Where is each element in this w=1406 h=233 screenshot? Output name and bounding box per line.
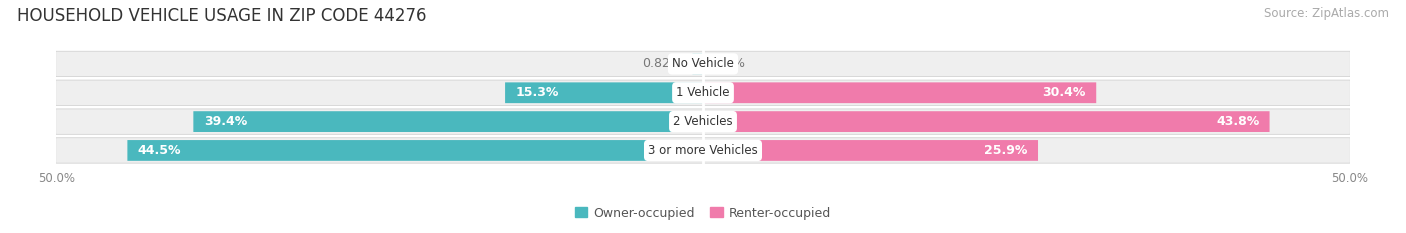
FancyBboxPatch shape [703, 82, 1097, 103]
FancyBboxPatch shape [56, 51, 1350, 77]
Text: 1 Vehicle: 1 Vehicle [676, 86, 730, 99]
FancyBboxPatch shape [194, 111, 703, 132]
Text: 25.9%: 25.9% [984, 144, 1028, 157]
Text: 0.82%: 0.82% [643, 57, 682, 70]
Text: 3 or more Vehicles: 3 or more Vehicles [648, 144, 758, 157]
Text: 44.5%: 44.5% [138, 144, 181, 157]
Text: 39.4%: 39.4% [204, 115, 247, 128]
Text: 2 Vehicles: 2 Vehicles [673, 115, 733, 128]
FancyBboxPatch shape [56, 80, 1350, 106]
Text: 15.3%: 15.3% [516, 86, 558, 99]
FancyBboxPatch shape [128, 140, 703, 161]
Text: HOUSEHOLD VEHICLE USAGE IN ZIP CODE 44276: HOUSEHOLD VEHICLE USAGE IN ZIP CODE 4427… [17, 7, 426, 25]
Text: Source: ZipAtlas.com: Source: ZipAtlas.com [1264, 7, 1389, 20]
Text: No Vehicle: No Vehicle [672, 57, 734, 70]
FancyBboxPatch shape [56, 138, 1350, 163]
FancyBboxPatch shape [703, 140, 1038, 161]
FancyBboxPatch shape [56, 109, 1350, 134]
FancyBboxPatch shape [703, 111, 1270, 132]
Text: 30.4%: 30.4% [1042, 86, 1085, 99]
Legend: Owner-occupied, Renter-occupied: Owner-occupied, Renter-occupied [569, 202, 837, 225]
FancyBboxPatch shape [692, 54, 703, 74]
Text: 43.8%: 43.8% [1216, 115, 1260, 128]
Text: 0.0%: 0.0% [713, 57, 745, 70]
FancyBboxPatch shape [505, 82, 703, 103]
